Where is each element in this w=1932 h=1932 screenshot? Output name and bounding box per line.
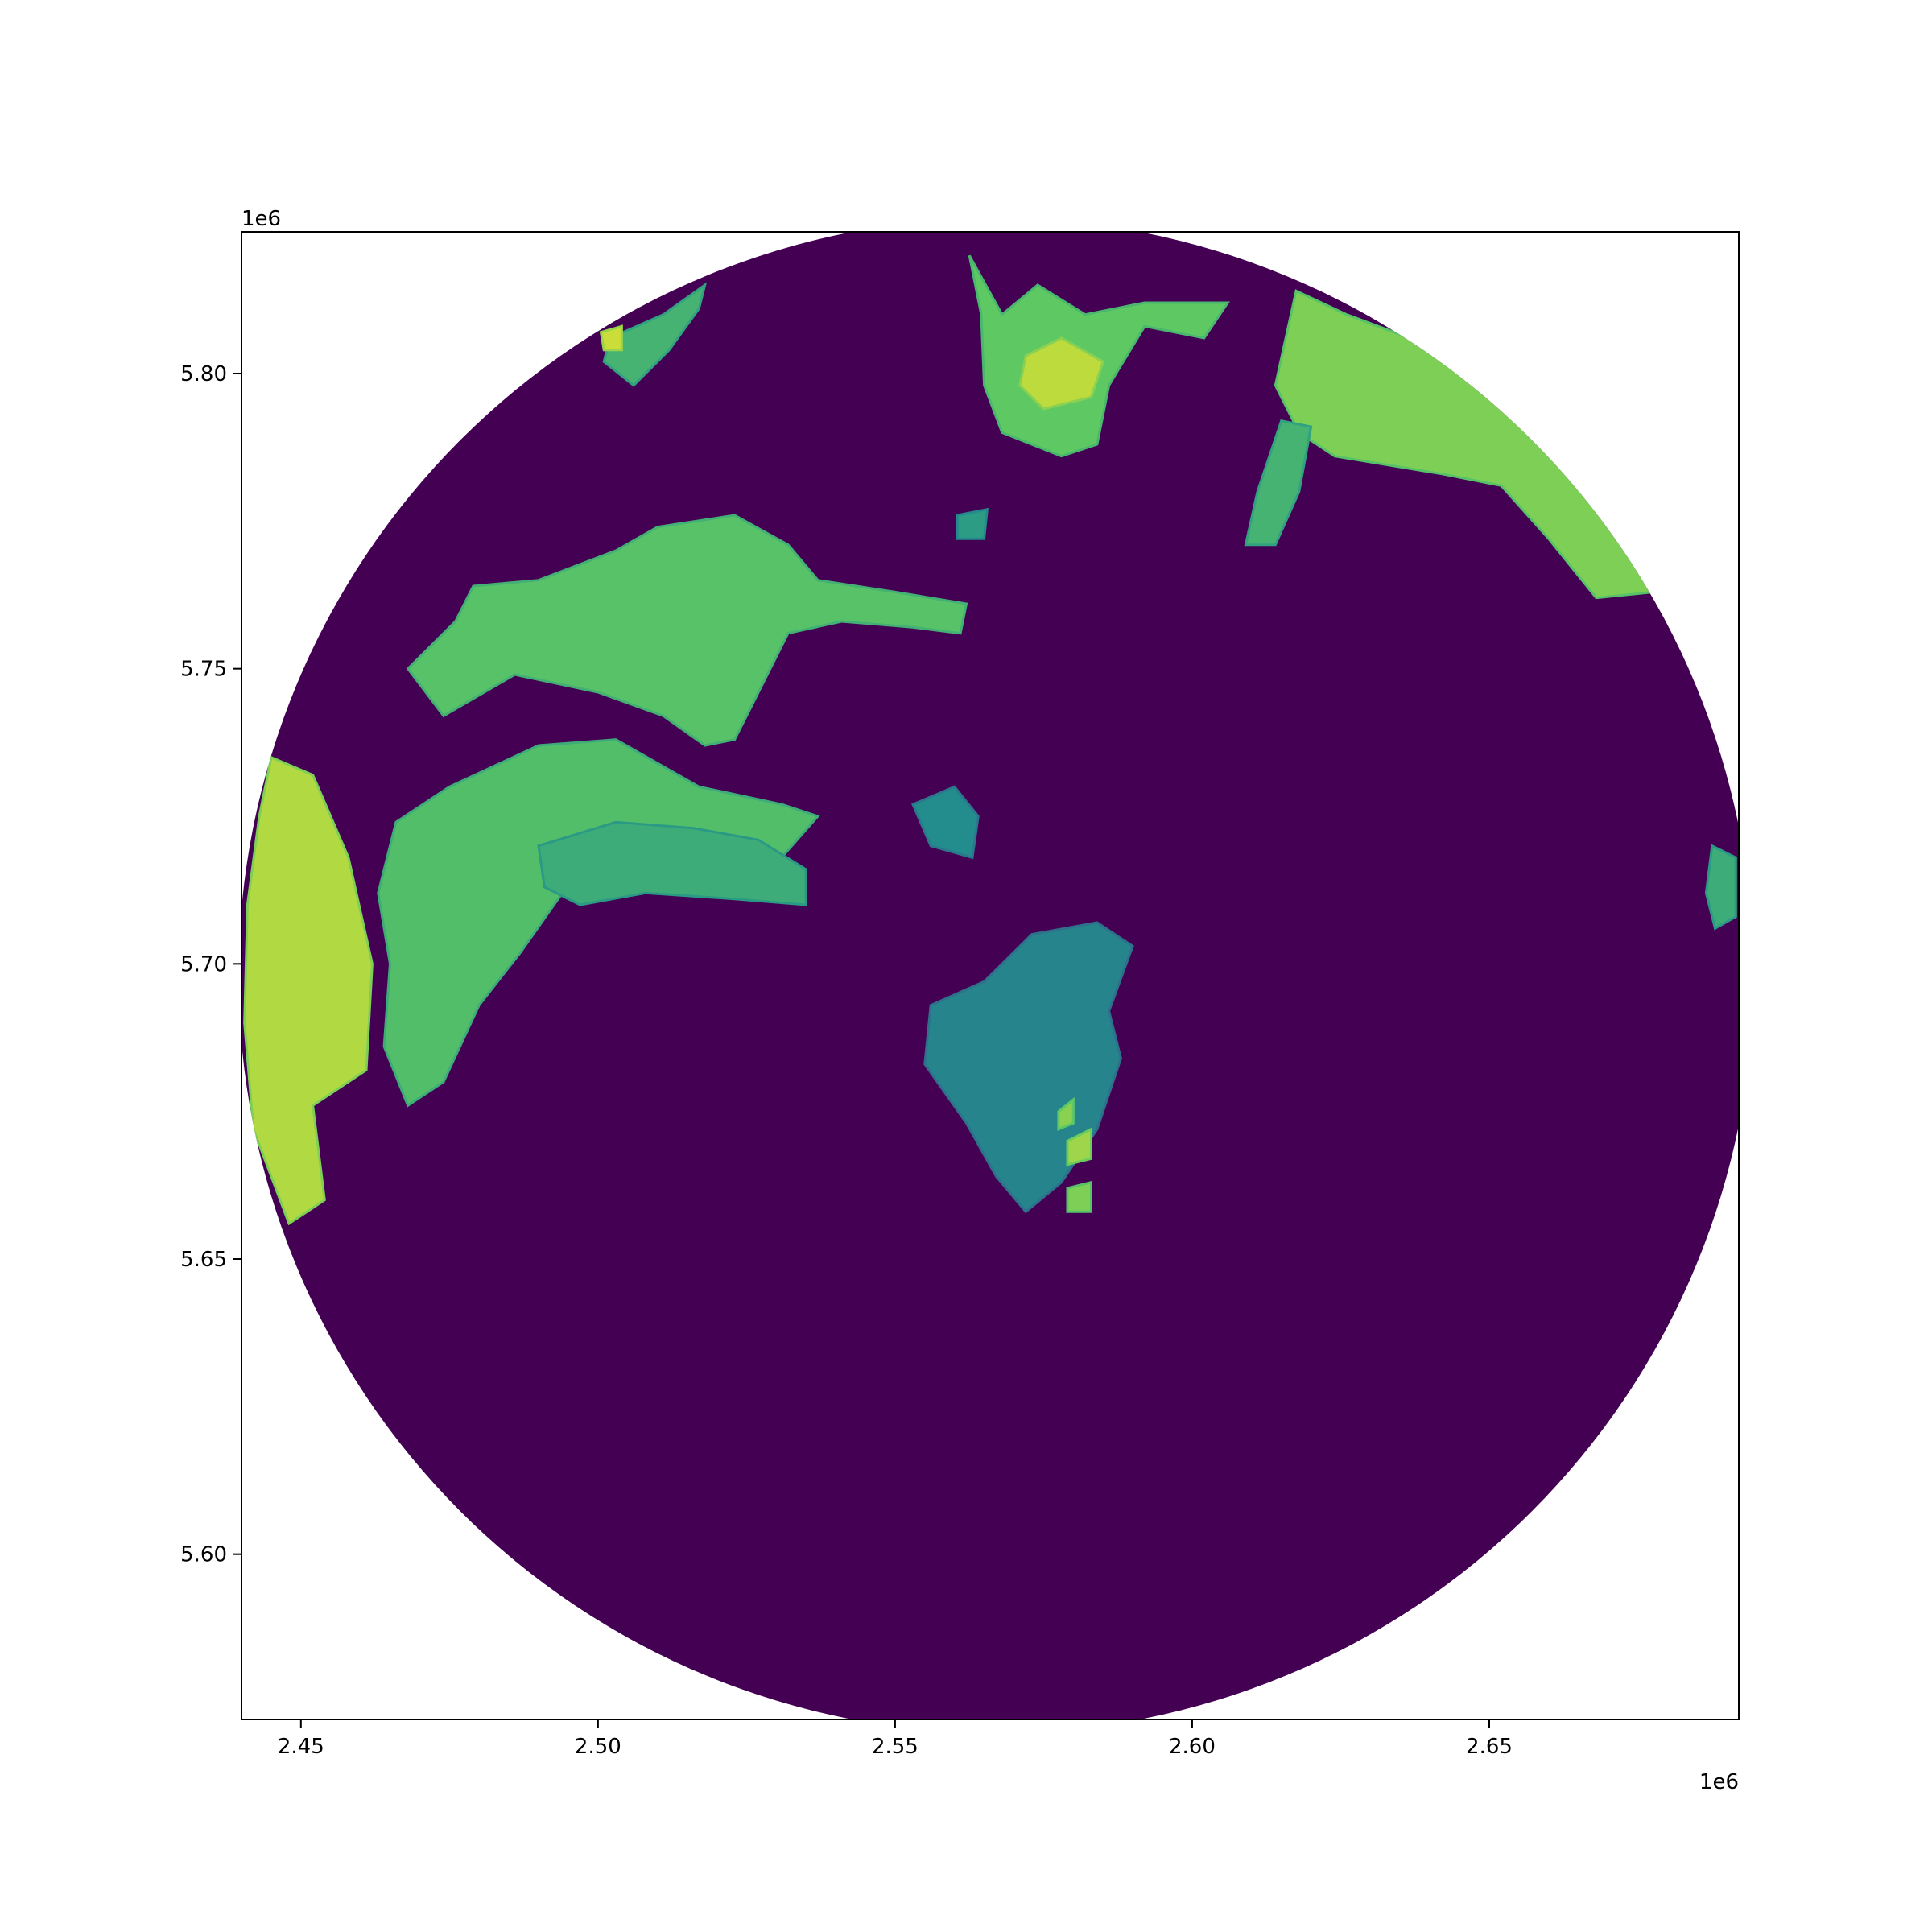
y-axis: 5.60 5.65 5.70 5.75 5.80 (180, 362, 242, 1567)
plot-area (238, 218, 1753, 1733)
y-tick-label: 5.80 (180, 362, 227, 386)
x-tick-label: 2.50 (575, 1735, 621, 1759)
precip-region-far-north-spur (957, 510, 987, 539)
x-tick-label: 2.55 (872, 1735, 919, 1759)
y-tick-label: 5.60 (180, 1543, 227, 1567)
x-offset-label: 1e6 (1699, 1770, 1739, 1794)
y-tick-label: 5.65 (180, 1248, 227, 1272)
x-tick-label: 2.65 (1466, 1735, 1513, 1759)
x-tick-label: 2.60 (1169, 1735, 1216, 1759)
y-tick-label: 5.70 (180, 952, 227, 976)
x-axis: 2.45 2.50 2.55 2.60 2.65 (278, 1719, 1513, 1759)
x-tick-label: 2.45 (278, 1735, 324, 1759)
y-offset-label: 1e6 (242, 207, 281, 231)
y-tick-label: 5.75 (180, 658, 227, 682)
precip-region-central-core-3 (1067, 1183, 1092, 1212)
